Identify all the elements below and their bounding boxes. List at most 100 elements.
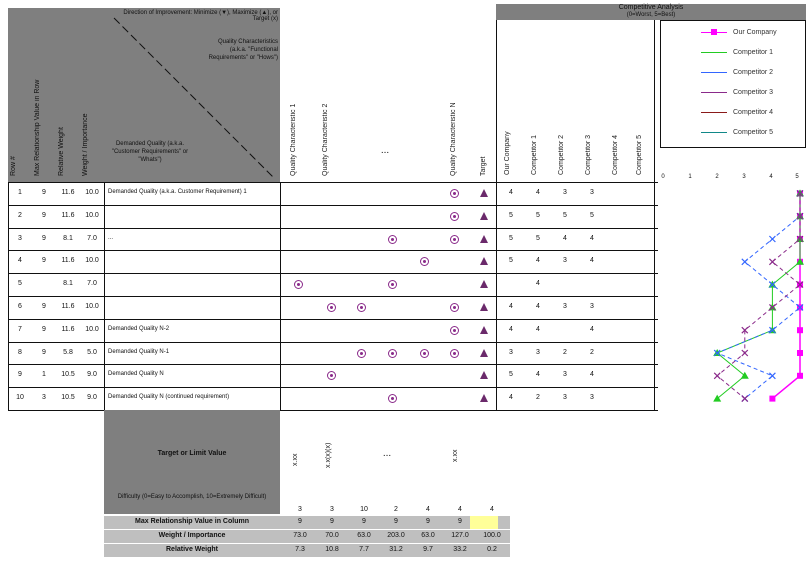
series-point: [796, 303, 804, 311]
row-line: [8, 273, 658, 275]
row-what: Demanded Quality (a.k.a. Customer Requir…: [108, 189, 247, 195]
row-number: 10: [16, 394, 24, 402]
legend-item-c1: Competitor 1: [701, 49, 773, 56]
row-relative-weight: 10.5: [61, 371, 75, 379]
series-point: [768, 326, 776, 334]
target-label: Target or Limit Value: [157, 450, 227, 457]
comp-header-c3: Competitor 3: [585, 134, 592, 175]
row-comp-value: 4: [590, 325, 594, 333]
col-weight-header: Weight / Importance: [82, 113, 89, 176]
row-relative-weight: 8.1: [63, 234, 73, 242]
how-header-n: Quality Characteristic N: [450, 102, 457, 176]
summary-value: 73.0: [293, 532, 307, 539]
grid-top: [8, 182, 658, 183]
row-comp-value: 4: [509, 189, 513, 196]
legend-item-our: Our Company: [701, 29, 777, 36]
tick-2: 2: [715, 174, 719, 180]
series-point: [741, 395, 749, 403]
relationship-symbol-icon: [357, 303, 366, 312]
relationship-symbol-icon: [450, 189, 459, 198]
relationship-symbol-icon: [420, 257, 429, 267]
direction-label: Direction of Improvement: Minimize (▼), …: [123, 10, 278, 22]
row-number: 5: [18, 280, 22, 288]
row-what: Demanded Quality N-1: [108, 348, 170, 355]
relationship-symbol-icon: [327, 303, 336, 312]
competitive-title: Competitive Analysis: [618, 4, 684, 11]
summary-value: 31.2: [389, 546, 403, 553]
series-point: [796, 281, 804, 289]
tick-4: 4: [769, 174, 773, 180]
row-relative-weight: 11.6: [61, 211, 75, 219]
highlight-cell: [470, 516, 498, 529]
legend-item-c3: Competitor 3: [701, 89, 773, 96]
target-triangle-icon: [480, 280, 488, 289]
row-comp-value: 4: [509, 303, 513, 310]
row-relative-weight: 10.5: [61, 394, 75, 402]
series-point: [713, 349, 721, 357]
row-comp-value: 3: [590, 189, 594, 196]
row-what: Demanded Quality N: [108, 371, 164, 378]
summary-label: Relative Weight: [166, 546, 218, 553]
series-point: [768, 281, 776, 289]
competitive-header: [496, 4, 806, 20]
summary-value: 70.0: [325, 532, 339, 539]
row-max-rel: 1: [42, 371, 46, 379]
row-max-rel: 9: [42, 189, 46, 196]
row-comp-value: 4: [509, 325, 513, 333]
target-triangle-icon: [480, 234, 488, 243]
row-comp-value: 5: [536, 234, 540, 242]
series-point: [741, 326, 749, 334]
row-weight: 10.0: [85, 257, 99, 265]
series-point: [796, 257, 804, 265]
summary-label: Weight / Importance: [158, 532, 226, 539]
summary-value: 7.7: [359, 546, 369, 553]
summary-value: 203.0: [387, 532, 405, 539]
row-weight: 9.0: [87, 371, 97, 379]
series-point: [741, 258, 749, 266]
target-triangle-icon: [480, 371, 488, 380]
row-comp-value: 3: [563, 257, 567, 265]
summary-value: 10: [360, 506, 368, 513]
row-comp-value: 5: [590, 211, 594, 219]
relationship-symbol-icon: [420, 348, 429, 358]
summary-value: 63.0: [421, 532, 435, 539]
row-line: [8, 204, 658, 206]
relationship-symbol-icon: [450, 325, 459, 335]
relationship-symbol-icon: [450, 211, 459, 221]
target-ellipsis: ...: [382, 448, 392, 459]
tick-1: 1: [688, 174, 692, 180]
series-line: [716, 193, 801, 399]
summary-value: 100.0: [483, 532, 501, 539]
legend-item-c2: Competitor 2: [701, 69, 773, 76]
col-row-number-header: Row #: [10, 156, 17, 176]
row-comp-value: 4: [536, 257, 540, 265]
summary-value: 9: [330, 518, 334, 525]
row-line: [8, 387, 658, 389]
row-comp-value: 5: [563, 211, 567, 219]
relationship-symbol-icon: [388, 234, 397, 244]
summary-value: 3: [330, 506, 334, 513]
row-comp-value: 3: [590, 394, 594, 402]
summary-value: 9: [298, 518, 302, 525]
row-number: 6: [18, 303, 22, 310]
row-number: 7: [18, 325, 22, 333]
target-triangle-icon: [480, 189, 488, 197]
summary-label: Max Relationship Value in Column: [135, 518, 249, 525]
row-weight: 7.0: [87, 234, 97, 242]
row-comp-value: 4: [509, 394, 513, 402]
series-point: [769, 395, 776, 402]
target-2: x.x(x)(x): [325, 442, 332, 468]
how-header-ellipsis: ...: [380, 145, 390, 156]
row-number: 8: [18, 348, 22, 356]
comp-header-c5: Competitor 5: [636, 134, 643, 175]
row-relative-weight: 11.6: [61, 325, 75, 333]
summary-value: 0.2: [487, 546, 497, 553]
row-weight: 9.0: [87, 394, 97, 402]
row-max-rel: 9: [42, 325, 46, 333]
row-comp-value: 4: [536, 189, 540, 196]
row-comp-value: 4: [536, 371, 540, 379]
target-triangle-icon: [480, 325, 488, 334]
series-point: [713, 372, 721, 380]
series-point: [740, 371, 749, 379]
summary-value: 9.7: [423, 546, 433, 553]
